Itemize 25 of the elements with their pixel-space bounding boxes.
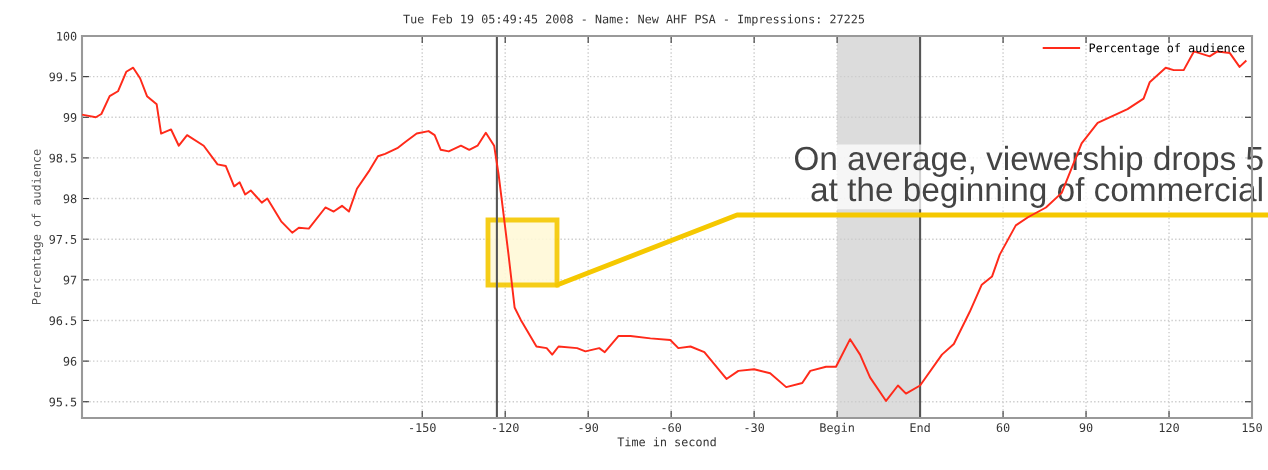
x-tick-label: -30 xyxy=(745,423,765,433)
y-tick-label: 98.5 xyxy=(49,153,77,163)
y-tick-label: 97.5 xyxy=(49,234,77,244)
y-tick-label: 96.5 xyxy=(49,316,77,326)
y-tick-label: 99 xyxy=(63,113,77,122)
x-tick-label: End xyxy=(910,422,930,433)
x-tick-label: 120 xyxy=(1159,423,1179,433)
x-tick-label: -90 xyxy=(579,423,599,433)
x-tick-label: 60 xyxy=(996,423,1010,433)
legend-label: Percentage of audience xyxy=(1089,43,1245,55)
y-tick-label: 95.5 xyxy=(49,397,77,407)
x-tick-label: -60 xyxy=(662,423,682,433)
x-tick-label: -120 xyxy=(493,423,519,433)
y-axis-title: Percentage of audience xyxy=(31,149,44,305)
x-tick-label: -150 xyxy=(410,423,436,433)
x-axis-title: Time in second xyxy=(617,437,716,447)
y-tick-label: 96 xyxy=(63,356,77,366)
x-tick-label: Begin xyxy=(820,422,854,435)
x-tick-label: 150 xyxy=(1242,423,1262,433)
y-tick-label: 100 xyxy=(57,31,77,41)
y-tick-label: 98 xyxy=(63,194,77,204)
y-tick-label: 97 xyxy=(63,275,77,285)
y-tick-label: 99.5 xyxy=(49,72,77,82)
chart-title: Tue Feb 19 05:49:45 2008 - Name: New AHF PSA - Impressions: 27225 xyxy=(403,14,865,26)
x-tick-label: 90 xyxy=(1079,423,1093,433)
